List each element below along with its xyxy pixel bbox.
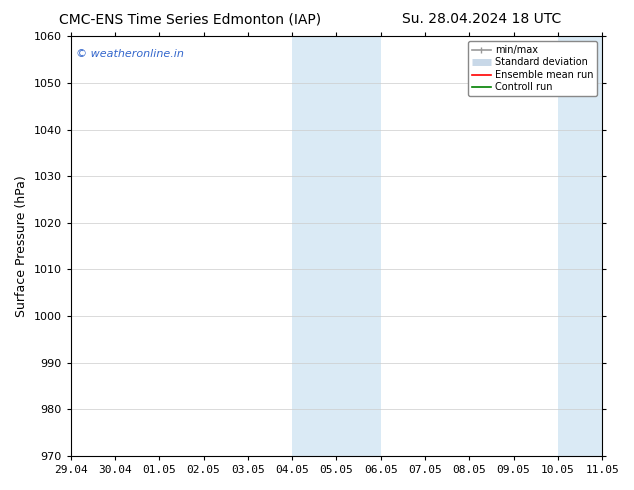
Bar	[558, 36, 634, 456]
Y-axis label: Surface Pressure (hPa): Surface Pressure (hPa)	[15, 175, 28, 317]
Text: Su. 28.04.2024 18 UTC: Su. 28.04.2024 18 UTC	[402, 12, 562, 26]
Text: © weatheronline.in: © weatheronline.in	[76, 49, 184, 59]
Text: CMC-ENS Time Series Edmonton (IAP): CMC-ENS Time Series Edmonton (IAP)	[59, 12, 321, 26]
Bar	[292, 36, 380, 456]
Legend: min/max, Standard deviation, Ensemble mean run, Controll run: min/max, Standard deviation, Ensemble me…	[468, 41, 597, 96]
